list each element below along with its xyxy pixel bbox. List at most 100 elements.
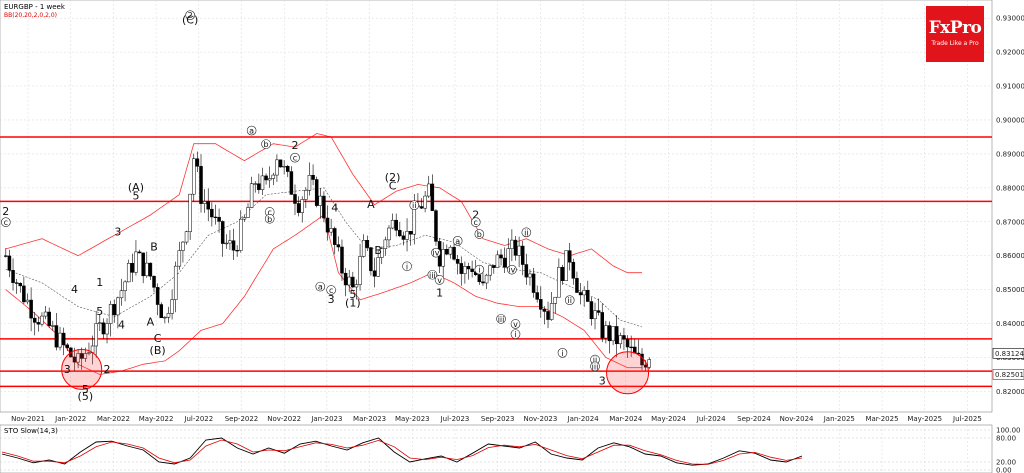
candle-body bbox=[116, 297, 120, 316]
wave-label: c bbox=[329, 286, 333, 295]
candle-body bbox=[177, 250, 182, 267]
time-tick-label: Jan-2023 bbox=[310, 415, 342, 423]
wave-label: 5 bbox=[132, 190, 139, 203]
candle-body bbox=[596, 310, 601, 313]
price-label-text: 0.83124 bbox=[995, 350, 1024, 358]
wave-label-circle bbox=[434, 275, 445, 285]
wave-label-circle bbox=[470, 217, 481, 227]
time-tick-label: Nov-2022 bbox=[267, 415, 301, 423]
candle-body bbox=[564, 250, 568, 281]
candle-body bbox=[586, 290, 590, 302]
indicator-label: BB(20,20,2,0,2,0) bbox=[4, 12, 57, 19]
wave-label: i bbox=[478, 266, 480, 275]
candle-body bbox=[235, 249, 239, 252]
candle-body bbox=[173, 265, 178, 300]
osc-tick-label: 0.00 bbox=[996, 467, 1012, 473]
candle-body bbox=[286, 166, 290, 172]
candle-body bbox=[130, 263, 135, 273]
candle-body bbox=[614, 326, 619, 345]
time-tick-label: Sep-2024 bbox=[737, 415, 771, 423]
candle-body bbox=[267, 178, 272, 181]
time-tick-label: Nov-2021 bbox=[11, 415, 45, 423]
candle-body bbox=[520, 245, 525, 265]
oscillator-panel bbox=[0, 424, 993, 473]
wave-label: 3 bbox=[114, 225, 121, 238]
wave-label: v bbox=[513, 320, 518, 329]
wave-label: iv bbox=[508, 266, 515, 275]
candle-body bbox=[589, 301, 594, 320]
wave-label: a bbox=[455, 237, 460, 246]
wave-label: c bbox=[267, 208, 271, 217]
wave-label: 2 bbox=[291, 139, 298, 152]
wave-label: 2 bbox=[104, 363, 111, 376]
candle-body bbox=[98, 322, 102, 324]
candle-body bbox=[607, 325, 612, 342]
wave-label: 3 bbox=[328, 293, 335, 306]
candle-body bbox=[166, 313, 171, 318]
candle-body bbox=[148, 262, 153, 277]
wave-label: 3 bbox=[599, 375, 606, 388]
candle-body bbox=[452, 246, 456, 260]
time-tick-label: May-2025 bbox=[907, 415, 942, 423]
candle-body bbox=[137, 251, 142, 254]
wave-label: b bbox=[264, 140, 269, 149]
candle-body bbox=[611, 326, 615, 342]
wave-label-circle bbox=[557, 347, 568, 358]
price-labels: 0.83124 0.82501 bbox=[992, 347, 1024, 380]
candle-body bbox=[459, 263, 464, 274]
candle-body bbox=[123, 281, 127, 291]
candle-body bbox=[524, 264, 529, 278]
wave-label: c bbox=[293, 154, 297, 163]
candle-body bbox=[463, 266, 467, 274]
candle-body bbox=[325, 217, 330, 233]
wave-label-circle bbox=[409, 200, 420, 210]
candle-body bbox=[379, 248, 384, 258]
candle-body bbox=[29, 299, 33, 319]
candle-body bbox=[242, 217, 247, 220]
candle-body bbox=[372, 270, 377, 277]
candle-body bbox=[54, 325, 59, 348]
candle-body bbox=[398, 229, 402, 237]
candle-body bbox=[329, 228, 333, 233]
candle-body bbox=[517, 245, 521, 256]
candle-body bbox=[408, 231, 413, 235]
candle-body bbox=[296, 203, 301, 213]
wave-label: A bbox=[367, 198, 375, 211]
price-tick-label: 0.93000 bbox=[996, 15, 1024, 23]
wave-label: 3 bbox=[64, 363, 71, 376]
wave-label-circle bbox=[315, 281, 326, 292]
candle-body bbox=[220, 221, 225, 244]
candle-body bbox=[278, 159, 283, 168]
candle-body bbox=[184, 231, 189, 243]
wave-label-circle bbox=[1, 217, 11, 227]
candle-body bbox=[300, 199, 304, 213]
candle-body bbox=[390, 219, 395, 229]
stochastic-d-line bbox=[1, 439, 803, 465]
wave-label: c bbox=[474, 218, 478, 227]
low-highlight-circle bbox=[61, 348, 103, 390]
wave-label: v bbox=[437, 276, 442, 285]
candle-body bbox=[629, 346, 633, 349]
horizontal-levels bbox=[0, 136, 992, 388]
time-tick-label: Mar-2023 bbox=[353, 415, 386, 423]
candle-body bbox=[481, 281, 485, 284]
highlight-circles bbox=[61, 348, 650, 395]
wave-label-circle bbox=[474, 264, 485, 275]
candle-body bbox=[249, 183, 254, 208]
candle-body bbox=[419, 206, 424, 209]
candle-body bbox=[358, 256, 362, 285]
candle-body bbox=[365, 240, 370, 248]
price-label-box bbox=[992, 369, 1024, 380]
osc-tick-label: 100.00 bbox=[996, 427, 1021, 435]
chart-title: EURGBP - 1 week bbox=[4, 3, 66, 11]
candle-body bbox=[394, 219, 398, 231]
candle-body bbox=[79, 353, 84, 359]
candle-body bbox=[618, 335, 623, 345]
wave-label-circle bbox=[264, 213, 275, 224]
candle-body bbox=[152, 275, 156, 288]
price-grid bbox=[0, 17, 992, 392]
wave-label: iv bbox=[432, 249, 439, 258]
wave-label: 4 bbox=[331, 202, 338, 215]
brand-name: FxPro bbox=[928, 18, 982, 38]
